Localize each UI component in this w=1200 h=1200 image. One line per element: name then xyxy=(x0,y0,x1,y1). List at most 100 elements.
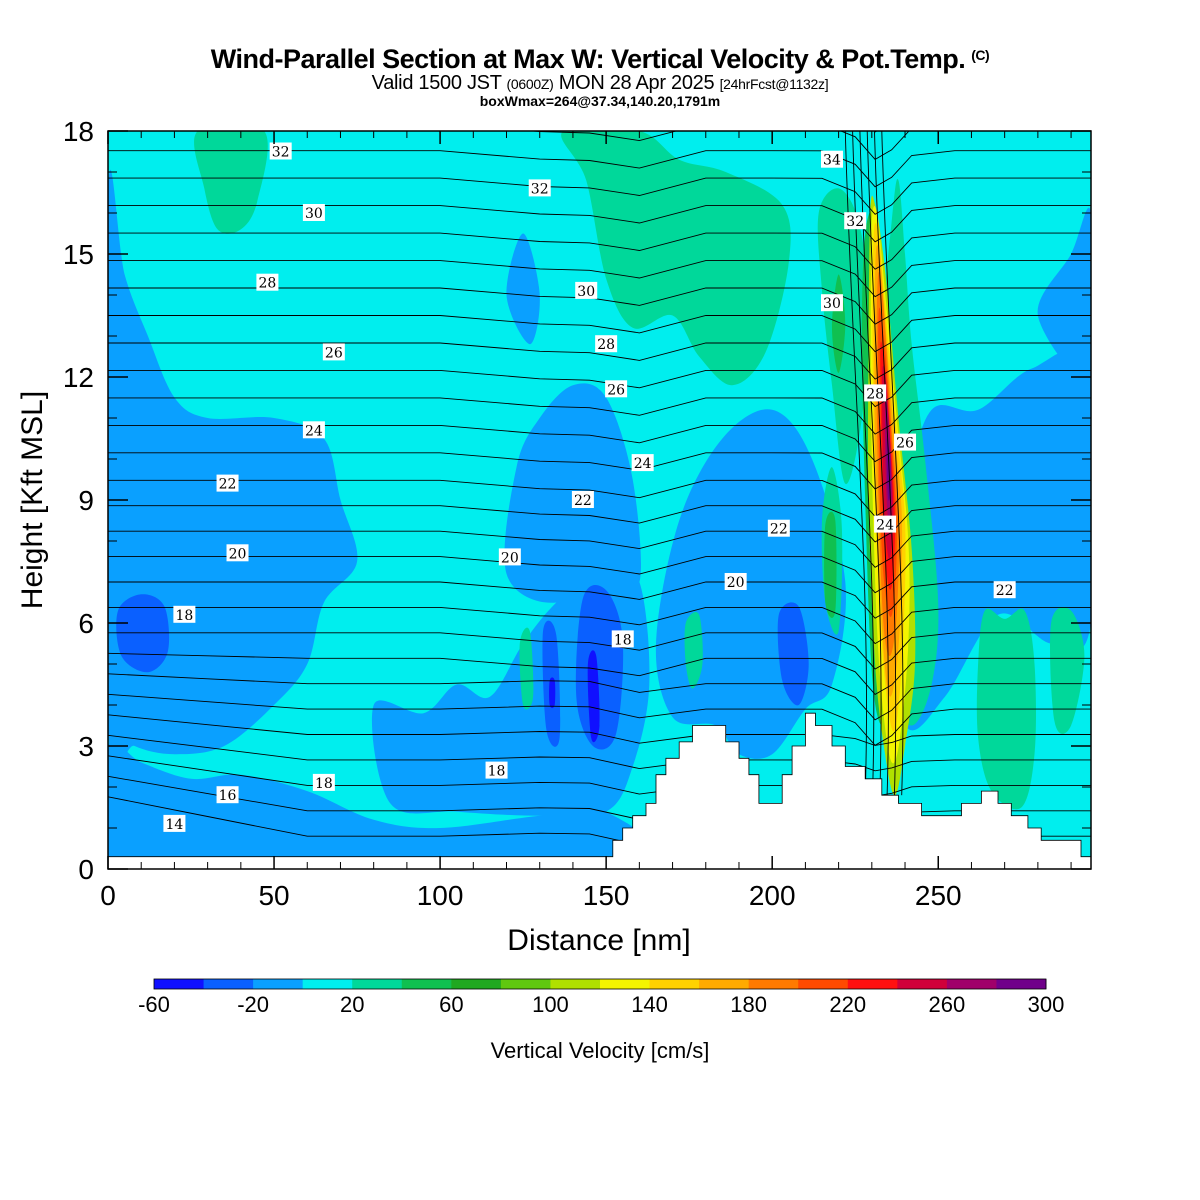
isentrope-label: 30 xyxy=(575,281,598,300)
isentrope-line xyxy=(108,734,1091,772)
velocity-contour-region xyxy=(824,511,837,618)
isentrope-label-text: 20 xyxy=(727,575,745,591)
isentrope-label: 20 xyxy=(498,548,521,566)
isentrope-label-text: 20 xyxy=(229,546,247,562)
isentrope-label: 16 xyxy=(216,786,239,804)
colorbar: -60 -20 20 60 100 140 180 220 260 300 xyxy=(138,978,1064,1017)
colorbar-swatch xyxy=(699,979,750,989)
velocity-contour-region xyxy=(108,741,646,867)
velocity-contour-region xyxy=(587,650,600,743)
isentrope-label: 24 xyxy=(631,454,654,472)
isentrope-label-bg xyxy=(605,380,628,398)
isentrope-label-text: 24 xyxy=(876,518,894,534)
velocity-contour-region xyxy=(549,677,556,709)
isentrope-label-bg xyxy=(528,179,551,197)
isentrope-line xyxy=(108,606,1091,645)
colorbar-swatch xyxy=(649,979,700,989)
velocity-contour-region xyxy=(506,233,540,345)
isentrope-label: 24 xyxy=(302,421,325,439)
isentrope-label-bg xyxy=(894,433,917,451)
isentrope-line xyxy=(108,342,1091,380)
isentrope-label-bg xyxy=(820,150,843,168)
isentrope-label-text: 14 xyxy=(166,817,184,833)
velocity-contour-region xyxy=(684,612,703,689)
isentrope-label-bg xyxy=(302,421,325,439)
isentrope-label-text: 16 xyxy=(219,788,237,804)
isentrope-line xyxy=(108,315,1091,353)
isentrope-label-text: 30 xyxy=(305,206,323,222)
isentrope-label: 18 xyxy=(312,773,335,792)
isentrope-label-bg xyxy=(312,773,335,791)
isentrope-label-bg xyxy=(302,204,325,221)
isentrope-label-bg xyxy=(173,605,196,623)
isentrope-label: 26 xyxy=(322,343,345,361)
isentrope-label: 18 xyxy=(611,630,634,648)
isentrope-label-text: 32 xyxy=(531,181,549,197)
isentrope-line xyxy=(866,131,889,796)
velocity-contour-region xyxy=(1037,207,1091,380)
isentrope-line xyxy=(108,369,1091,408)
velocity-contour-region xyxy=(108,170,358,772)
isentrope-label-text: 26 xyxy=(896,436,914,452)
isentrope-label-bg xyxy=(226,544,249,562)
isentrope-label-bg xyxy=(216,474,239,492)
colorbar-swatch xyxy=(203,979,254,989)
isentrope-label: 20 xyxy=(724,573,747,591)
x-tick-label: 150 xyxy=(583,880,630,911)
isentrope-label: 30 xyxy=(820,294,843,312)
isentrope-label: 18 xyxy=(485,761,508,780)
isentrope-label: 20 xyxy=(226,544,249,562)
colorbar-swatch xyxy=(451,979,502,989)
isentrope-label-text: 28 xyxy=(258,276,276,292)
isentrope-line xyxy=(108,556,1091,594)
colorbar-swatch xyxy=(600,979,651,989)
isentrope-line xyxy=(108,205,1091,243)
isentrope-label-text: 20 xyxy=(501,550,519,566)
isentrope-label-text: 24 xyxy=(634,456,652,472)
isentrope-line xyxy=(108,287,1091,325)
colorbar-border xyxy=(153,978,1047,990)
colorbar-swatch xyxy=(352,979,403,989)
isentrope-label-bg xyxy=(498,548,521,566)
valid-time-line: Valid 1500 JST (0600Z) MON 28 Apr 2025 [… xyxy=(0,72,1200,95)
colorbar-swatch xyxy=(946,979,997,989)
isentrope-label-text: 32 xyxy=(272,145,290,161)
colorbar-swatch xyxy=(500,979,551,989)
colorbar-swatch xyxy=(897,979,948,989)
y-tick-label: 3 xyxy=(78,731,94,762)
valid-prefix: Valid 1500 JST xyxy=(371,72,502,94)
box-wmax-info: boxWmax=264@37.34,140.20,1791m xyxy=(479,93,721,109)
x-tick-label: 250 xyxy=(915,880,962,911)
isentrope-label-text: 26 xyxy=(607,382,625,398)
colorbar-tick-label: 180 xyxy=(730,992,767,1017)
terrain xyxy=(108,712,1091,869)
isentrope-label-bg xyxy=(631,454,654,472)
isentrope-label-text: 18 xyxy=(614,632,632,648)
isentrope-label-bg xyxy=(993,581,1016,599)
colorbar-tick-label: 260 xyxy=(929,992,966,1017)
isentrope-line xyxy=(108,150,1091,188)
colorbar-swatch xyxy=(154,979,205,989)
valid-date: MON 28 Apr 2025 xyxy=(558,72,715,94)
isentrope-label: 18 xyxy=(173,605,196,624)
isentrope-label-text: 22 xyxy=(996,583,1014,599)
colorbar-swatch xyxy=(401,979,452,989)
isentrope-label-text: 18 xyxy=(315,776,333,792)
x-axis: 0 50 100 150 200 250 xyxy=(100,131,1072,911)
y-tick-label: 18 xyxy=(63,116,94,147)
isentrope-lines xyxy=(108,131,1091,848)
isentrope-line xyxy=(108,714,1091,746)
y-axis-label: Height [Kft MSL] xyxy=(16,391,49,609)
isentrope-line xyxy=(108,479,1091,518)
isentrope-label-text: 18 xyxy=(175,608,193,624)
colorbar-swatch xyxy=(748,979,799,989)
isentrope-label: 32 xyxy=(269,142,292,161)
isentrope-label: 34 xyxy=(820,150,843,169)
isentrope-label-bg xyxy=(820,294,843,312)
isentrope-label-text: 22 xyxy=(770,522,788,538)
isentrope-label: 22 xyxy=(571,491,594,509)
isentrope-label-bg xyxy=(269,142,292,160)
isentrope-line xyxy=(108,693,1091,746)
colorbar-tick-label: 100 xyxy=(532,992,569,1017)
